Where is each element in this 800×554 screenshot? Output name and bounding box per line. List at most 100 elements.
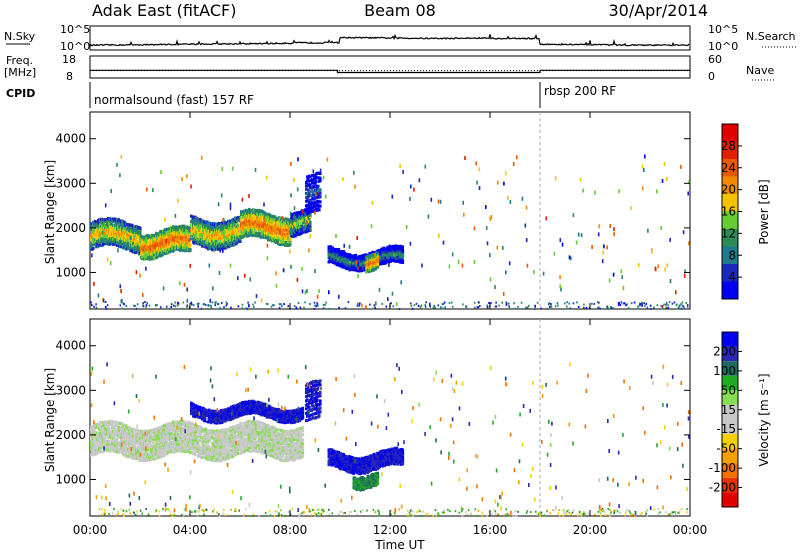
data-cell [115, 438, 119, 441]
data-cell [309, 183, 312, 187]
nsky-bottom: 10^0 [60, 40, 90, 53]
data-cell [167, 429, 171, 433]
data-cell [360, 269, 364, 273]
noise-cell [473, 260, 476, 264]
noise-cell [505, 270, 507, 275]
noise-cell [521, 196, 524, 201]
data-cell [98, 422, 101, 426]
noise-cell [266, 256, 269, 261]
data-cell [315, 196, 318, 200]
data-cell [99, 421, 102, 424]
noise-cell [464, 156, 466, 160]
data-cell [258, 450, 262, 454]
near-range-cell [207, 307, 209, 310]
data-cell [245, 448, 249, 452]
near-range-cell [192, 304, 195, 307]
noise-cell [612, 272, 615, 277]
data-cell [259, 215, 262, 218]
near-range-cell [548, 302, 550, 305]
data-cell [213, 248, 216, 252]
data-cell [106, 222, 109, 226]
near-range-cell [357, 302, 359, 305]
data-cell [309, 175, 312, 179]
data-cell [108, 426, 111, 430]
data-cell [148, 433, 152, 437]
data-cell [194, 433, 198, 437]
data-cell [142, 436, 146, 440]
data-cell [304, 224, 307, 228]
near-range-cell [653, 306, 655, 309]
noise-cell [314, 191, 317, 196]
near-range-cell [324, 307, 326, 310]
data-cell [105, 218, 108, 222]
data-cell [115, 446, 119, 450]
data-cell [242, 440, 246, 444]
data-cell [139, 226, 142, 230]
data-cell [111, 442, 115, 446]
data-cell [168, 432, 172, 436]
noise-cell [388, 262, 390, 267]
data-cell [298, 218, 301, 222]
data-cell [133, 446, 137, 450]
data-cell [166, 231, 169, 235]
data-cell [199, 242, 202, 246]
noise-cell [322, 175, 325, 180]
data-cell [192, 448, 196, 452]
data-cell [188, 231, 191, 235]
noise-cell [120, 299, 123, 304]
noise-cell [430, 197, 433, 202]
near-range-cell [556, 302, 559, 305]
near-range-cell [287, 305, 290, 308]
near-range-cell [133, 304, 135, 307]
data-cell [97, 221, 100, 225]
data-cell [297, 231, 300, 235]
data-cell [125, 431, 129, 435]
near-range-cell [686, 304, 689, 306]
noise-cell [485, 226, 488, 231]
data-cell [204, 443, 208, 447]
noise-cell [289, 249, 291, 254]
data-cell [260, 217, 263, 221]
data-cell [376, 263, 380, 267]
data-cell [198, 229, 201, 232]
near-range-cell [546, 307, 548, 310]
data-cell [131, 223, 134, 227]
data-cell [131, 446, 135, 450]
data-cell [225, 223, 228, 227]
data-cell [215, 455, 219, 458]
data-cell [194, 437, 198, 441]
data-cell [302, 221, 305, 225]
near-range-cell [451, 305, 454, 308]
data-cell [150, 457, 154, 461]
date-title: 30/Apr/2014 [608, 1, 708, 20]
noise-cell [165, 238, 167, 243]
noise-cell [680, 164, 682, 169]
data-cell [101, 428, 104, 432]
noise-cell [160, 170, 162, 175]
noise-cell [222, 248, 224, 253]
data-cell [200, 441, 204, 445]
noise-cell [618, 189, 620, 194]
data-cell [251, 442, 255, 446]
near-range-cell [203, 302, 205, 305]
noise-cell [683, 273, 686, 278]
near-range-cell [437, 304, 440, 307]
noise-cell [304, 290, 307, 295]
noise-cell [130, 235, 132, 240]
data-cell [252, 231, 255, 235]
data-cell [233, 220, 236, 224]
data-cell [196, 449, 200, 453]
near-range-cell [626, 303, 628, 306]
data-cell [117, 450, 121, 454]
data-cell [192, 426, 196, 430]
data-cell [136, 237, 139, 240]
data-cell [95, 446, 98, 450]
noise-cell [442, 240, 445, 245]
near-range-cell [682, 304, 684, 307]
noise-cell [497, 180, 499, 185]
noise-cell [630, 206, 632, 211]
near-range-cell [91, 304, 93, 307]
data-cell [279, 243, 282, 247]
data-cell [193, 221, 196, 225]
noise-cell [116, 162, 118, 167]
